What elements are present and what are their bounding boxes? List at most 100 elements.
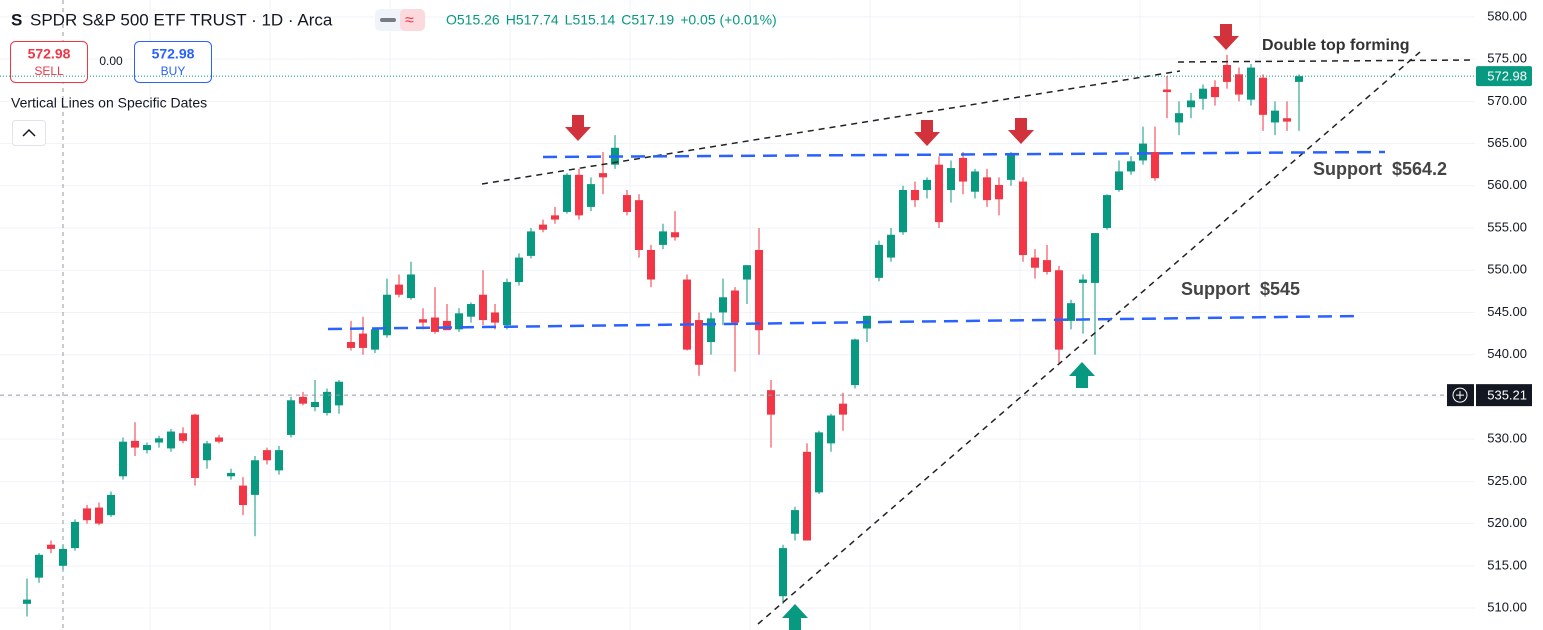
candle-body [95, 507, 103, 524]
candle-body [479, 294, 487, 321]
y-tick-label: 515.00 [1487, 557, 1527, 572]
candle-body [131, 440, 139, 448]
candle-body [467, 304, 475, 317]
plus-icon [1456, 391, 1464, 400]
candle-body [1247, 67, 1255, 100]
candle-body [719, 297, 727, 313]
candle-body [1271, 110, 1279, 123]
candle-body [383, 294, 391, 336]
candle-body [359, 333, 367, 348]
candle-body [947, 168, 955, 191]
candle-body [875, 244, 883, 278]
candle-body [1163, 89, 1171, 93]
candle-body [227, 472, 235, 477]
candle-body [1187, 100, 1195, 108]
ohlc-value: H517.74 [506, 12, 559, 28]
candle-body [251, 460, 259, 495]
toggle-icon: ≈ [405, 12, 414, 29]
candle-body [695, 320, 703, 365]
candle-body [1139, 143, 1147, 161]
price-axis-labels: 510.00515.00520.00525.00530.00535.00540.… [1487, 8, 1527, 614]
candle-body [1055, 270, 1063, 350]
candle-body [455, 313, 463, 330]
candle-body [647, 249, 655, 280]
buy-button[interactable] [134, 41, 212, 83]
candle-body [671, 232, 679, 238]
y-tick-label: 565.00 [1487, 135, 1527, 150]
candle-body [1043, 260, 1051, 272]
y-tick-label: 545.00 [1487, 304, 1527, 319]
sell-button[interactable] [10, 41, 88, 83]
y-tick-label: 555.00 [1487, 219, 1527, 234]
collapse-button[interactable] [12, 120, 46, 146]
candle-body [323, 391, 331, 413]
y-tick-label: 570.00 [1487, 93, 1527, 108]
candle-body [1031, 257, 1039, 268]
candle-body [803, 451, 811, 541]
candle-body [911, 190, 919, 201]
candle-body [443, 320, 451, 331]
candle-body [83, 508, 91, 521]
y-tick-label: 510.00 [1487, 599, 1527, 614]
candle-body [959, 157, 967, 182]
candle-body [155, 438, 163, 443]
candle-body [347, 342, 355, 348]
candle-body [191, 414, 199, 478]
candle-body [263, 450, 271, 461]
candle-body [1235, 74, 1243, 95]
toggle-icon [380, 18, 396, 22]
candle-body [239, 485, 247, 506]
chart-title: SPDR S&P 500 ETF TRUST · 1D · Arca [30, 10, 333, 29]
candle-body [995, 184, 1003, 200]
candle-body [23, 599, 31, 604]
y-tick-label: 540.00 [1487, 346, 1527, 361]
candle-body [1151, 152, 1159, 179]
candles [23, 54, 1303, 617]
candle-body [791, 510, 799, 534]
candle-body [767, 390, 775, 415]
candle-body [1091, 233, 1099, 283]
last-price-tag [1476, 66, 1532, 87]
annotation: Support $564.2 [1313, 159, 1447, 179]
candle-body [1199, 88, 1207, 99]
candle-body [707, 318, 715, 343]
y-tick-label: 580.00 [1487, 8, 1527, 23]
candle-body [1211, 86, 1219, 98]
candle-body [755, 249, 763, 331]
candle-body [1283, 118, 1291, 122]
candle-body [419, 319, 427, 323]
symbol-s: S [11, 10, 22, 29]
collapse-icon [22, 128, 36, 137]
price-axis [1475, 0, 1543, 630]
candle-body [1007, 154, 1015, 180]
ohlc-legend: O515.26 H517.74 L515.14 C517.19 +0.05 (+0.01… [446, 12, 777, 28]
candle-body [635, 200, 643, 250]
candle-body [815, 432, 823, 493]
arrows [565, 24, 1239, 630]
candle-body [1115, 171, 1123, 191]
candle-body [179, 433, 187, 441]
y-tick-label: 520.00 [1487, 515, 1527, 530]
candle-body [527, 231, 535, 256]
y-tick-label: 550.00 [1487, 262, 1527, 277]
candle-body [515, 257, 523, 283]
candle-body [623, 195, 631, 212]
candle-body [395, 284, 403, 295]
candle-body [275, 450, 283, 471]
annotation: Double top forming [1262, 37, 1410, 54]
spread: 0.00 [99, 54, 123, 68]
candle-body [431, 317, 439, 332]
candle-body [779, 548, 787, 597]
candle-body [1295, 76, 1303, 82]
candle-body [287, 400, 295, 435]
candle-body [407, 274, 415, 299]
sell-price: 572.98 [28, 46, 71, 62]
candle-body [683, 279, 691, 350]
candle-body [59, 548, 67, 566]
candle-body [1175, 113, 1183, 123]
indicator-label: Vertical Lines on Specific Dates [11, 95, 207, 111]
buy-price: 572.98 [152, 46, 195, 62]
crosshair-price-label: 535.21 [1487, 388, 1527, 403]
candle-body [971, 171, 979, 192]
y-tick-label: 530.00 [1487, 431, 1527, 446]
